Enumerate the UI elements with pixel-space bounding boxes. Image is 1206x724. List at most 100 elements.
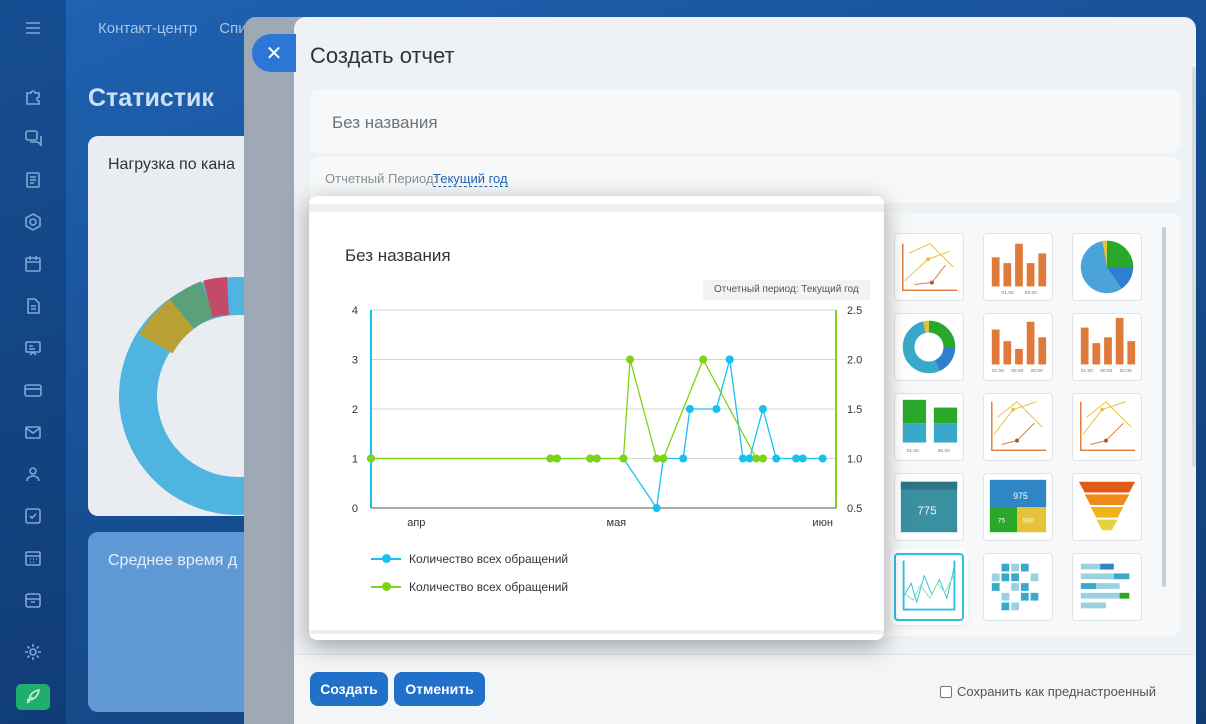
create-button[interactable]: Создать <box>310 672 388 706</box>
series-2-point <box>752 454 761 463</box>
thumb-funnel-chart[interactable] <box>1072 473 1142 541</box>
svg-text:00.00: 00.00 <box>1120 368 1132 374</box>
y-left-tick-label: 3 <box>352 355 358 367</box>
card-title: Нагрузка по кана <box>108 156 236 173</box>
archive-icon[interactable] <box>21 588 45 612</box>
chat-icon[interactable] <box>21 126 45 150</box>
y-left-tick-label: 0 <box>352 503 358 515</box>
y-right-tick-label: 2.0 <box>847 355 862 367</box>
chart-preview: Без названия Отчетный период: Текущий го… <box>309 196 884 640</box>
svg-text:00.00: 00.00 <box>1011 368 1023 374</box>
mail-icon[interactable] <box>21 420 45 444</box>
cancel-button[interactable]: Отменить <box>394 672 485 706</box>
dialog-footer: Создать Отменить Сохранить как преднастр… <box>294 654 1196 724</box>
report-name-field[interactable]: Без названия <box>310 89 1180 153</box>
hexagon-icon[interactable] <box>21 210 45 234</box>
dialog-scrollbar[interactable] <box>1192 67 1196 467</box>
save-preset-option[interactable]: Сохранить как преднастроенный <box>940 684 1156 699</box>
y-left-tick-label: 1 <box>352 454 358 466</box>
save-preset-label: Сохранить как преднастроенный <box>957 684 1157 699</box>
preview-title: Без названия <box>345 246 451 265</box>
left-sidebar <box>0 0 66 724</box>
preview-top-band <box>309 204 884 212</box>
thumb-bar-chart[interactable]: 01.00 00.00 00.00 <box>1072 313 1142 381</box>
series-2-point <box>652 454 661 463</box>
series-1-point <box>739 454 747 463</box>
thumb-stacked-bar-chart[interactable]: 01.00 00.00 <box>894 393 964 461</box>
series-1-point <box>745 454 754 463</box>
period-link[interactable]: Текущий год <box>433 171 508 187</box>
thumb-value-tertiary: 900 <box>1023 518 1035 525</box>
legend-item-series-1[interactable]: Количество всех обращений <box>371 552 568 566</box>
series-2-point <box>592 454 601 463</box>
thumb-value-secondary: 75 <box>998 518 1006 525</box>
thumb-number-widget[interactable]: 775 <box>894 473 964 541</box>
close-icon: ✕ <box>265 42 283 65</box>
series-1-point <box>792 454 801 463</box>
checkbox-icon[interactable] <box>21 504 45 528</box>
file-icon[interactable] <box>21 294 45 318</box>
menu-icon[interactable] <box>21 16 45 40</box>
thumb-line-graph-selected[interactable] <box>894 553 964 621</box>
nav-item[interactable]: Спи <box>219 20 247 37</box>
save-preset-checkbox[interactable] <box>940 685 952 698</box>
series-1-point <box>712 405 721 413</box>
thumb-bar-chart[interactable]: 01.00 00.00 00.00 <box>983 313 1053 381</box>
series-2-point <box>626 355 635 364</box>
series-1-point <box>772 454 781 463</box>
calendar-icon[interactable] <box>21 252 45 276</box>
stats-card-avg-time: Среднее время д <box>88 532 258 712</box>
card-icon[interactable] <box>21 378 45 402</box>
thumb-pie-chart[interactable] <box>1072 233 1142 301</box>
svg-text:00.00: 00.00 <box>1100 368 1112 374</box>
presentation-icon[interactable] <box>21 336 45 360</box>
series-1-point <box>758 405 767 413</box>
series-line-1 <box>371 359 823 510</box>
legend-label: Количество всех обращений <box>409 552 569 566</box>
y-right-tick-label: 2.5 <box>847 305 862 317</box>
svg-text:00.00: 00.00 <box>1025 290 1037 296</box>
series-1-point <box>685 405 694 413</box>
series-1-point <box>798 454 807 463</box>
document-icon[interactable] <box>21 168 45 192</box>
nav-contact-center[interactable]: Контакт-центр <box>98 20 198 37</box>
thumb-line-chart[interactable] <box>1072 393 1142 461</box>
gear-icon[interactable] <box>21 640 45 664</box>
report-name-value: Без названия <box>332 113 438 132</box>
thumb-horizontal-bar[interactable] <box>1072 553 1142 621</box>
users-icon[interactable] <box>21 462 45 486</box>
y-right-tick-label: 1.5 <box>847 404 862 416</box>
svg-text:01.00: 01.00 <box>1002 290 1014 296</box>
period-row: Отчетный Период: Текущий год <box>310 157 1180 203</box>
page-title: Статистик <box>88 84 214 112</box>
legend-label: Количество всех обращений <box>409 580 569 594</box>
calendar-grid-icon[interactable] <box>21 546 45 570</box>
puzzle-icon[interactable] <box>21 84 45 108</box>
preview-bottom-band <box>309 630 884 634</box>
line-chart: 0 1 2 3 4 0.5 1.0 1.5 2.0 2.5 апр мая июн <box>352 305 862 529</box>
thumb-line-chart[interactable] <box>894 233 964 301</box>
x-tick-label: июн <box>812 517 832 529</box>
legend-item-series-2[interactable]: Количество всех обращений <box>371 580 568 594</box>
y-left-tick-label: 4 <box>352 305 358 317</box>
thumb-line-chart[interactable] <box>983 393 1053 461</box>
series-2-point <box>367 454 375 463</box>
thumb-bar-chart[interactable]: 01.00 00.00 <box>983 233 1053 301</box>
close-button[interactable]: ✕ <box>252 34 296 72</box>
thumb-heatmap[interactable] <box>983 553 1053 621</box>
series-1-point <box>652 504 661 512</box>
svg-text:01.00: 01.00 <box>1081 368 1093 374</box>
legend-swatch-green <box>371 582 401 592</box>
dialog-title: Создать отчет <box>310 43 455 68</box>
svg-text:00.00: 00.00 <box>938 448 950 454</box>
svg-text:01.00: 01.00 <box>992 368 1004 374</box>
series-2-point <box>586 454 595 463</box>
gallery-scrollbar[interactable] <box>1162 227 1166 587</box>
thumb-donut-chart[interactable] <box>894 313 964 381</box>
series-2-point <box>553 454 561 463</box>
rocket-icon[interactable] <box>16 684 50 710</box>
series-2-point <box>619 454 628 463</box>
card-title: Среднее время д <box>108 552 238 569</box>
top-navigation: Контакт-центр Спи <box>98 20 269 37</box>
thumb-multi-number-widget[interactable]: 975 75 900 <box>983 473 1053 541</box>
